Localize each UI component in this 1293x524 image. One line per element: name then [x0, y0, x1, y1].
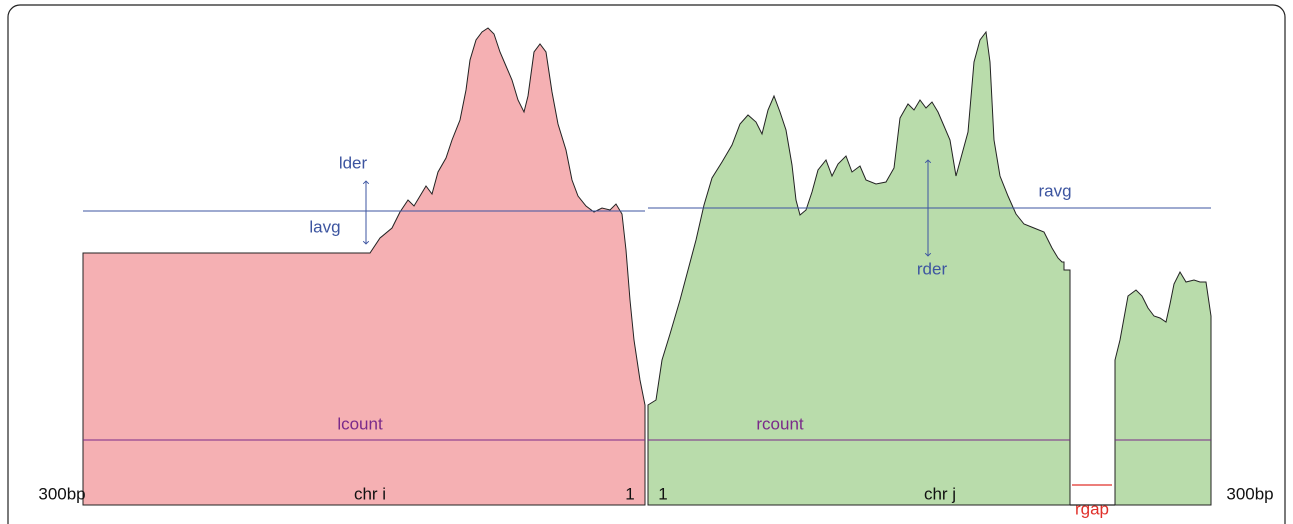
label: lder [339, 153, 368, 172]
label: lavg [309, 217, 340, 236]
left-coverage [82, 27, 646, 506]
axis-label: 1 [625, 484, 634, 503]
label: rder [917, 259, 948, 278]
right-coverage-tail [1114, 270, 1212, 506]
right-coverage [647, 30, 1071, 506]
axis-label: chr j [924, 484, 956, 503]
frame [7, 4, 1286, 524]
label: rgap [1075, 499, 1109, 518]
axis-label: 1 [658, 484, 667, 503]
label: lcount [337, 414, 383, 433]
axis-label: 300bp [38, 484, 85, 503]
label: ravg [1038, 181, 1071, 200]
axis-label: chr i [354, 484, 386, 503]
axis-label: 300bp [1226, 484, 1273, 503]
label: rcount [756, 414, 804, 433]
